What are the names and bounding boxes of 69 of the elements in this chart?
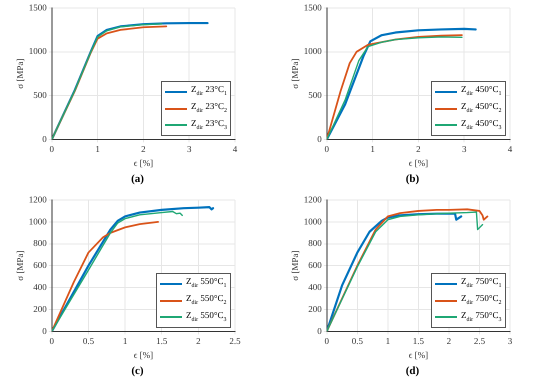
legend-label: Z$_{dir}$ 450°C$_{2}$ [461,100,502,116]
legend-label: Z$_{dir}$ 550°C$_{3}$ [186,308,227,325]
x-axis-title: ϵ [%] [134,350,154,360]
y-tick-label: 1200 [304,194,322,204]
x-tick-label: 2.5 [229,336,242,346]
legend-label: Z$_{dir}$ 23°C$_{1}$ [191,83,228,100]
y-tick-label: 1000 [28,216,48,226]
legend-label: Z$_{dir}$ 750°C$_{3}$ [461,308,502,325]
x-tick-label: 4 [232,144,238,154]
y-tick-label: 1500 [28,2,48,12]
y-axis-title: σ [MPa] [14,58,25,89]
y-tick-label: 400 [33,282,48,292]
x-tick-label: 3 [186,144,192,154]
x-tick-label: 3 [508,336,513,346]
y-tick-label: 0 [317,326,322,336]
y-tick-label: 0 [317,134,322,144]
y-tick-label: 0 [42,326,48,336]
y-tick-label: 800 [33,238,48,248]
text: (b) [404,173,420,185]
x-tick-label: 2 [141,144,146,154]
y-tick-label: 400 [308,282,322,292]
legend-label: Z$_{dir}$ 450°C$_{1}$ [461,83,502,100]
x-tick-label: 0.5 [82,336,95,346]
y-tick-label: 1000 [28,46,48,56]
x-axis-title: ϵ [%] [408,158,428,168]
x-axis-title: ϵ [%] [134,158,154,168]
x-tick-label: 1.5 [156,336,168,346]
x-tick-label: 1 [122,336,128,346]
x-tick-label: 0 [324,336,330,346]
y-tick-label: 1500 [304,2,322,12]
y-axis-title: σ [MPa] [14,250,25,281]
y-tick-label: 1200 [28,194,48,204]
legend-label: Z$_{dir}$ 550°C$_{2}$ [186,292,227,308]
legend-label: Z$_{dir}$ 750°C$_{1}$ [461,275,502,292]
y-tick-label: 200 [33,304,48,314]
x-tick-label: 1 [370,144,375,154]
y-axis-title: σ [MPa] [290,58,300,89]
legend-label: Z$_{dir}$ 23°C$_{2}$ [191,100,228,116]
x-tick-label: 1 [386,336,390,346]
y-tick-label: 1000 [304,46,322,56]
y-tick-label: 600 [308,260,322,270]
y-axis-title: σ [MPa] [290,250,300,281]
x-tick-label: 0 [50,336,55,346]
x-tick-label: 4 [508,144,513,154]
x-tick-label: 2 [416,144,421,154]
x-axis-title: ϵ [%] [408,350,428,360]
y-tick-label: 500 [33,90,48,100]
y-tick-label: 500 [308,90,322,100]
legend-label: Z$_{dir}$ 23°C$_{3}$ [191,116,228,133]
legend-label: Z$_{dir}$ 450°C$_{3}$ [461,116,502,133]
y-tick-label: 600 [33,260,48,270]
x-tick-label: 0 [324,144,330,154]
y-tick-label: 200 [308,304,322,314]
legend-label: Z$_{dir}$ 750°C$_{2}$ [461,292,502,308]
text: (d) [404,365,420,377]
x-tick-label: 1.5 [412,336,425,346]
legend-label: Z$_{dir}$ 550°C$_{1}$ [186,275,227,292]
y-tick-label: 0 [42,134,48,144]
x-tick-label: 0.5 [352,336,364,346]
text: (c) [130,365,145,377]
x-tick-label: 2 [196,336,201,346]
text: (a) [130,173,145,185]
y-tick-label: 1000 [304,216,322,226]
x-tick-label: 1 [95,144,100,154]
y-tick-label: 800 [308,238,322,248]
x-tick-label: 3 [462,144,467,154]
x-tick-label: 2.5 [474,336,486,346]
x-tick-label: 2 [446,336,452,346]
x-tick-label: 0 [50,144,55,154]
